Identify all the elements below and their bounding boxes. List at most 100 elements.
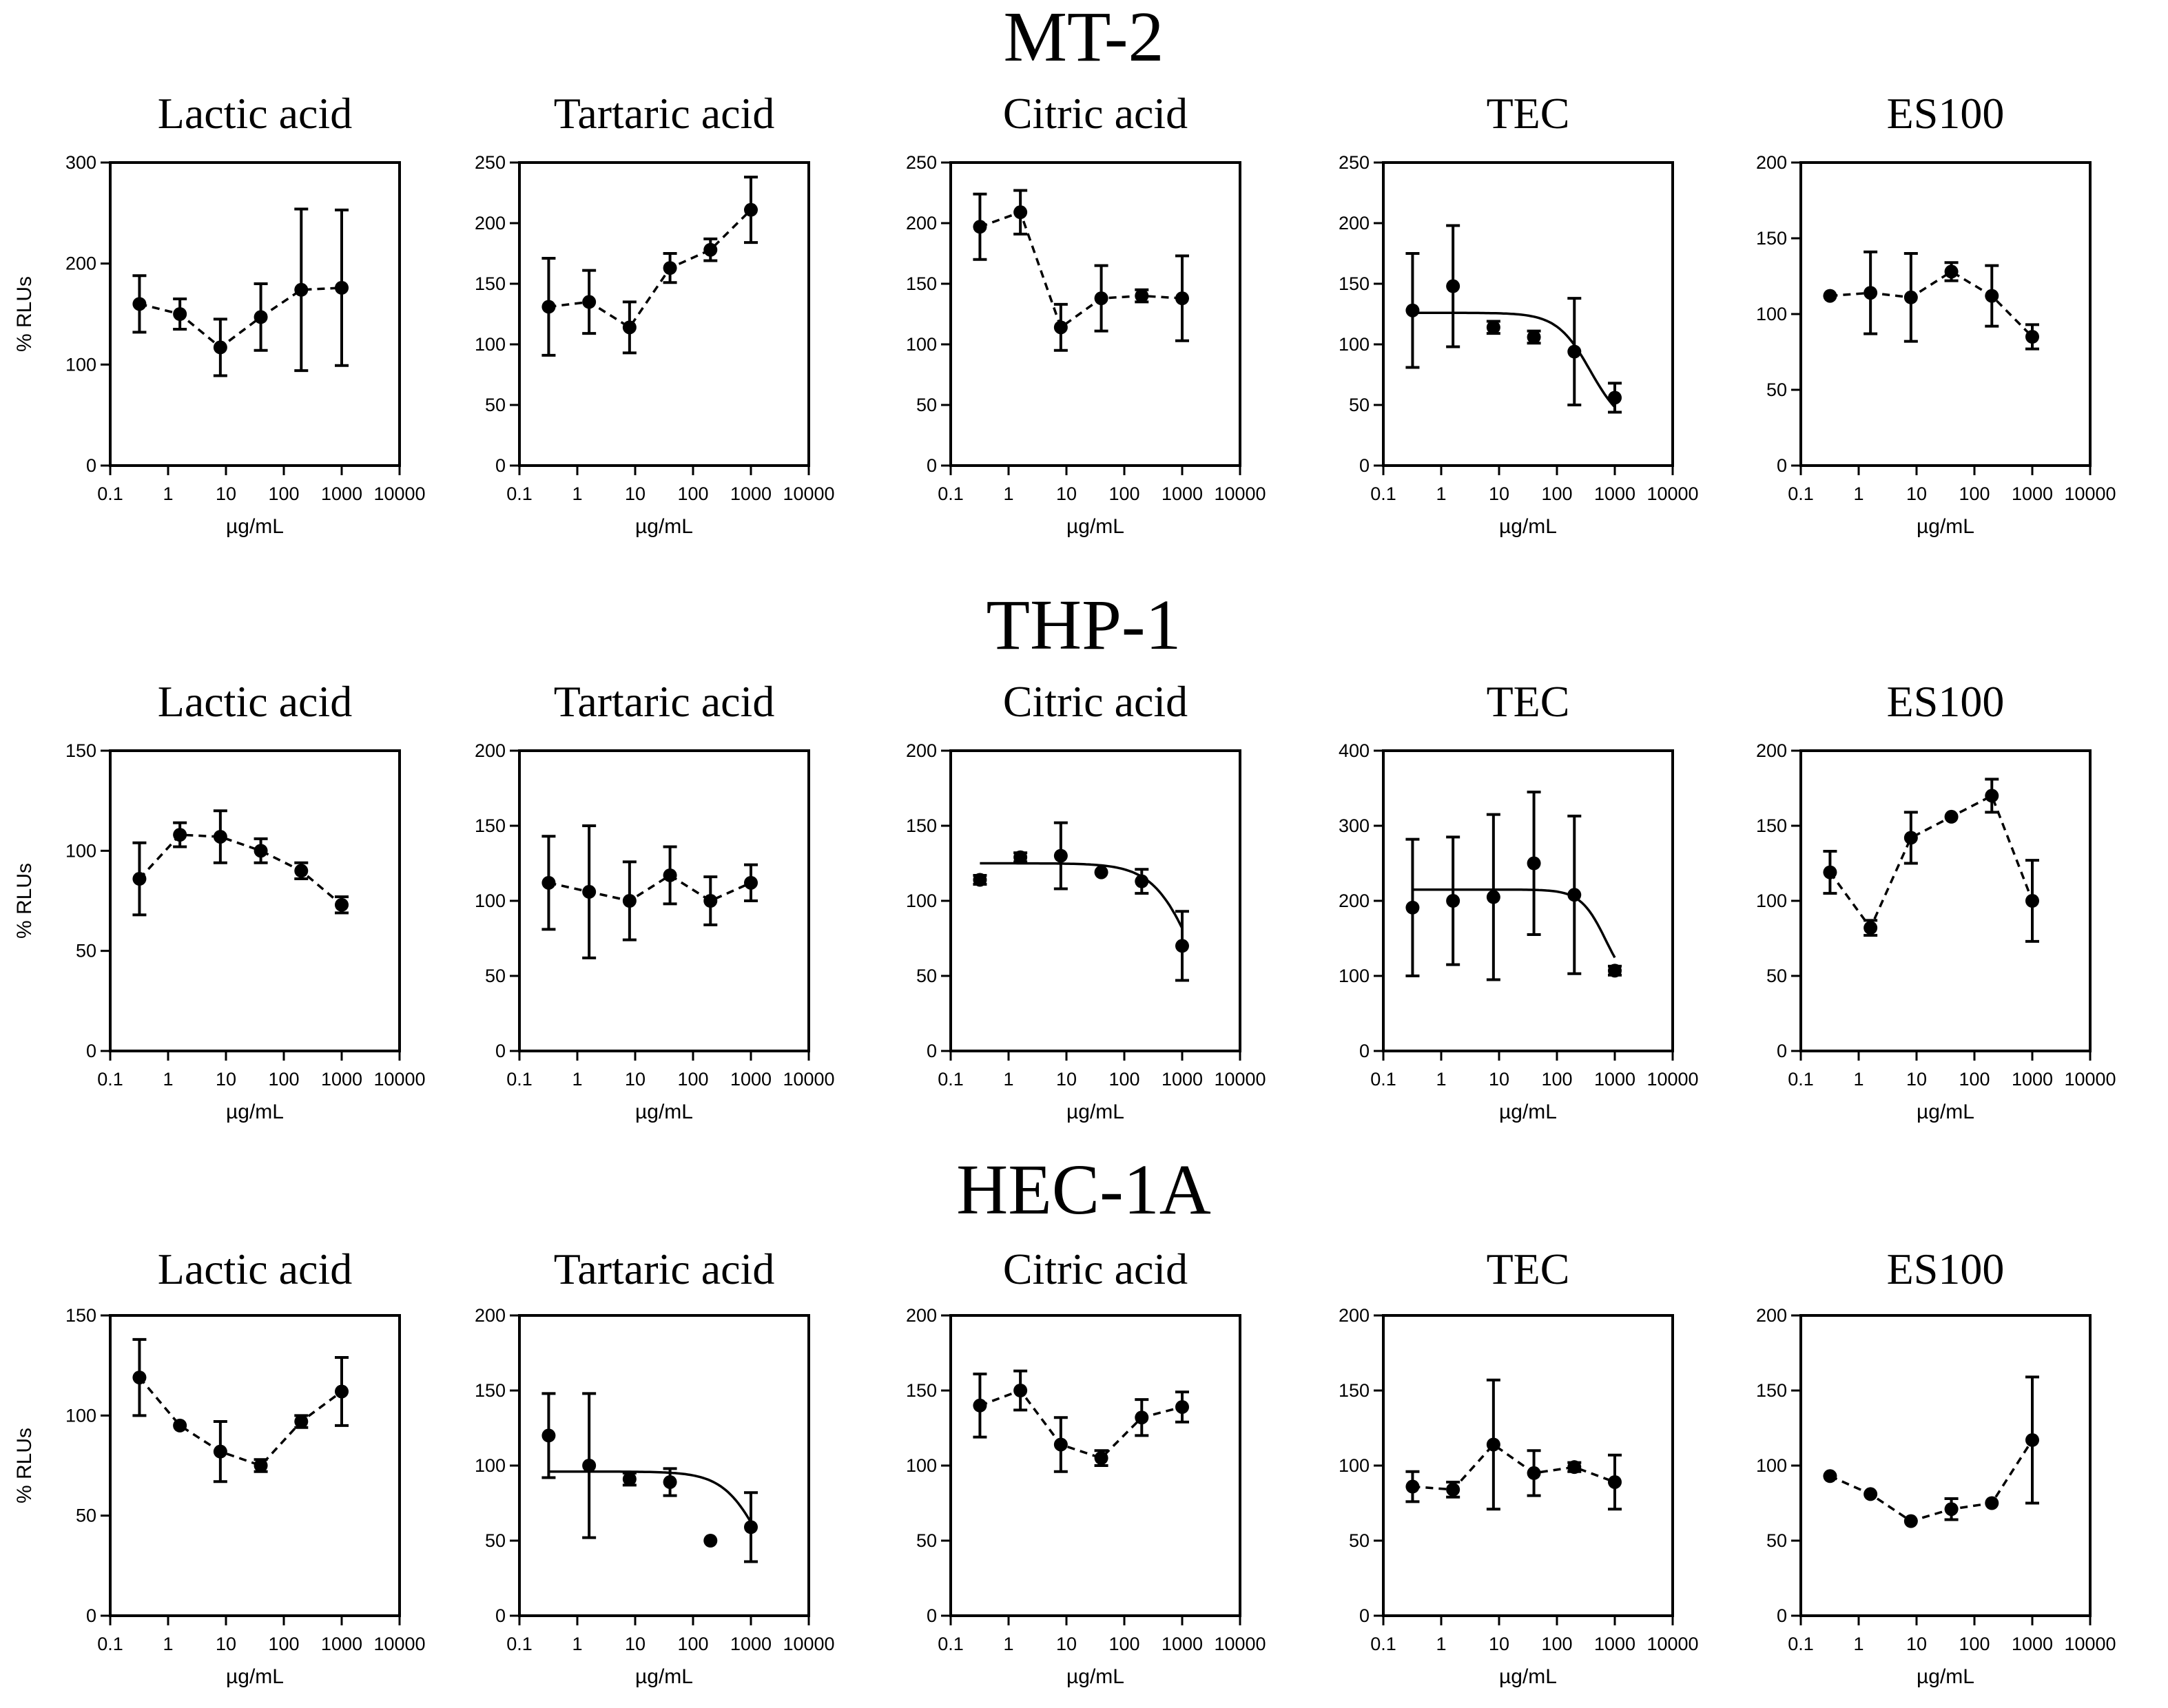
x-tick-label: 0.1 bbox=[97, 1634, 123, 1654]
plot-frame bbox=[518, 749, 810, 1052]
chart-panel: Tartaric acid 0 50 100 150 200 0.1 1 10 100 1000 10… bbox=[475, 1244, 835, 1688]
y-tick-label: 100 bbox=[65, 1405, 96, 1426]
chart-panel: TEC 0 100 200 300 400 0.1 1 10 100 1000 10000 µg/mL bbox=[1339, 677, 1699, 1123]
y-tick-label: 100 bbox=[906, 1455, 937, 1476]
x-axis-label: µg/mL bbox=[1499, 515, 1557, 538]
y-tick-label: 150 bbox=[1756, 1380, 1787, 1401]
x-axis-label: µg/mL bbox=[1066, 515, 1124, 538]
data-point bbox=[1013, 850, 1028, 864]
data-point bbox=[541, 1428, 556, 1443]
data-point bbox=[1135, 289, 1149, 303]
data-point bbox=[213, 1444, 227, 1459]
x-axis-label: µg/mL bbox=[226, 1665, 284, 1688]
data-point bbox=[1823, 1469, 1837, 1483]
x-tick-label: 10000 bbox=[1214, 1634, 1266, 1654]
x-tick-label: 10 bbox=[216, 1634, 236, 1654]
y-tick-label: 250 bbox=[1339, 152, 1370, 173]
x-tick-label: 10000 bbox=[373, 483, 425, 504]
x-axis-label: µg/mL bbox=[1917, 515, 1974, 538]
data-point bbox=[2025, 894, 2039, 908]
x-tick-label: 1 bbox=[1853, 1634, 1864, 1654]
y-tick-label: 100 bbox=[65, 354, 96, 375]
x-tick-label: 10000 bbox=[373, 1069, 425, 1090]
x-tick-label: 100 bbox=[1541, 1069, 1572, 1090]
x-tick-label: 0.1 bbox=[506, 1069, 533, 1090]
data-point bbox=[703, 242, 718, 257]
plot-frame bbox=[1799, 1314, 2092, 1617]
y-tick-label: 100 bbox=[475, 1455, 506, 1476]
data-point bbox=[1903, 290, 1918, 304]
data-point bbox=[622, 1472, 637, 1486]
chart-title: ES100 bbox=[1887, 677, 2005, 726]
y-axis-label: % RLUs bbox=[13, 276, 36, 352]
x-tick-label: 0.1 bbox=[1788, 483, 1814, 504]
y-tick-label: 0 bbox=[495, 1605, 506, 1626]
x-tick-label: 100 bbox=[1108, 1069, 1139, 1090]
x-tick-label: 1000 bbox=[321, 483, 362, 504]
x-tick-label: 0.1 bbox=[938, 1069, 964, 1090]
data-point bbox=[1405, 303, 1420, 317]
y-tick-label: 200 bbox=[1339, 891, 1370, 911]
series-dashed-line bbox=[979, 1388, 1183, 1460]
y-tick-label: 0 bbox=[927, 455, 937, 476]
x-axis-label: µg/mL bbox=[1066, 1665, 1124, 1688]
y-tick-label: 50 bbox=[1766, 966, 1787, 986]
data-point bbox=[1486, 1437, 1500, 1452]
y-tick-label: 150 bbox=[475, 815, 506, 836]
plot-frame bbox=[109, 1314, 401, 1617]
data-point bbox=[294, 1415, 309, 1429]
data-point bbox=[335, 897, 349, 912]
y-tick-label: 50 bbox=[1349, 1530, 1370, 1551]
y-tick-label: 0 bbox=[1777, 1041, 1787, 1061]
row-title-mt2: MT-2 bbox=[1003, 0, 1164, 76]
x-tick-label: 1 bbox=[1436, 483, 1446, 504]
x-tick-label: 1 bbox=[572, 1634, 582, 1654]
x-tick-label: 1 bbox=[1003, 1069, 1013, 1090]
chart-title: Lactic acid bbox=[158, 89, 352, 138]
data-point bbox=[2025, 330, 2039, 344]
x-tick-label: 1 bbox=[1853, 483, 1864, 504]
plot-frame bbox=[1382, 749, 1674, 1052]
data-point bbox=[703, 1534, 718, 1548]
series-dashed-line bbox=[548, 209, 752, 329]
x-tick-label: 100 bbox=[1959, 1634, 1990, 1654]
row-title-hec1a: HEC-1A bbox=[956, 1150, 1211, 1229]
data-point bbox=[1446, 1482, 1460, 1497]
data-point bbox=[173, 828, 187, 842]
x-tick-label: 10 bbox=[1906, 483, 1927, 504]
data-point bbox=[1446, 279, 1460, 293]
y-tick-label: 100 bbox=[475, 891, 506, 911]
x-tick-label: 10 bbox=[1056, 1069, 1077, 1090]
data-point bbox=[1135, 874, 1149, 888]
plot-frame bbox=[1799, 161, 2092, 467]
x-tick-label: 0.1 bbox=[1788, 1069, 1814, 1090]
x-tick-label: 10000 bbox=[1214, 483, 1266, 504]
chart-title: Citric acid bbox=[1003, 1244, 1188, 1293]
chart-panel: TEC 0 50 100 150 200 250 0.1 1 10 100 1000 10000 µg/m… bbox=[1339, 89, 1699, 538]
x-tick-label: 1 bbox=[1436, 1069, 1446, 1090]
y-tick-label: 200 bbox=[1756, 152, 1787, 173]
x-tick-label: 100 bbox=[268, 1069, 299, 1090]
data-point bbox=[1486, 320, 1500, 335]
chart-title: Tartaric acid bbox=[554, 677, 775, 726]
x-tick-label: 1 bbox=[1853, 1069, 1864, 1090]
data-point bbox=[1608, 390, 1622, 405]
x-tick-label: 100 bbox=[677, 1634, 708, 1654]
plot-frame bbox=[949, 749, 1241, 1052]
x-tick-label: 10 bbox=[625, 483, 646, 504]
chart-title: Citric acid bbox=[1003, 677, 1188, 726]
x-tick-label: 10 bbox=[1489, 1634, 1509, 1654]
y-tick-label: 250 bbox=[475, 152, 506, 173]
chart-title: TEC bbox=[1487, 677, 1570, 726]
data-point bbox=[1864, 921, 1878, 935]
data-point bbox=[294, 864, 309, 878]
data-point bbox=[132, 872, 147, 886]
data-point bbox=[1094, 291, 1108, 306]
data-point bbox=[1013, 1384, 1028, 1397]
x-tick-label: 100 bbox=[268, 483, 299, 504]
data-point bbox=[1175, 1399, 1189, 1414]
data-point bbox=[1944, 809, 1959, 824]
x-tick-label: 1000 bbox=[2012, 483, 2053, 504]
y-tick-label: 0 bbox=[86, 1041, 96, 1061]
